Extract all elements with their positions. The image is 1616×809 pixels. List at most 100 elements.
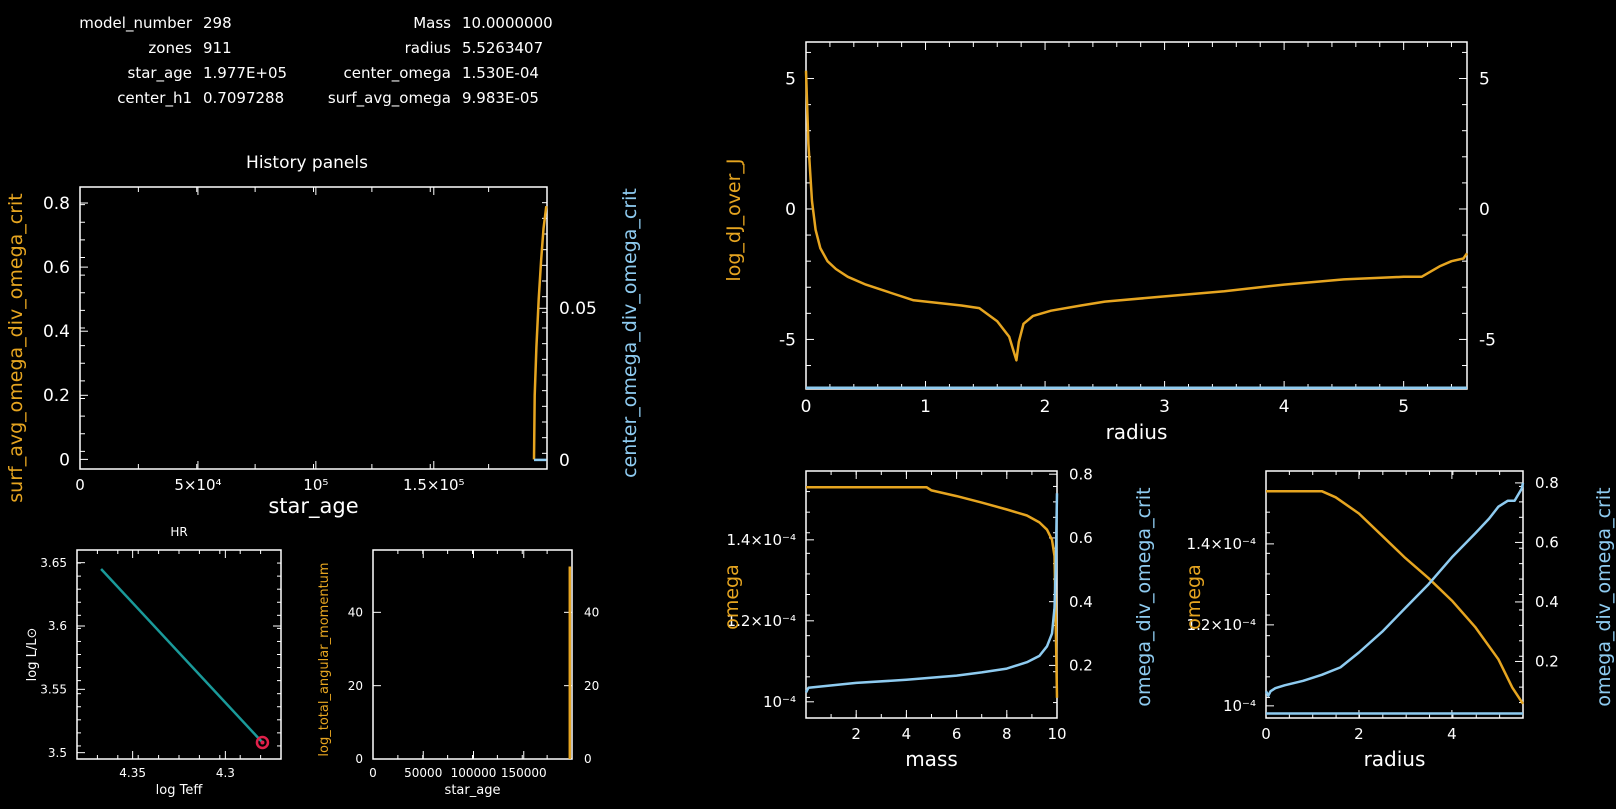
djj-xlabel: radius [1106,420,1168,444]
omega-mass-ylabel-right: omega_div_omega_crit [1133,487,1155,706]
y-tick-label-right: 0.6 [1069,529,1093,547]
y-tick-label: 0.8 [43,194,70,214]
y-tick-label: 0 [355,752,363,766]
y-tick-label: 3.5 [48,746,67,760]
plots-layer: 0 5×10⁴ 10⁵ 1.5×10⁵ 0 0.2 0.4 0.6 0.8 0 0.05 star_a… [5,41,1615,798]
y-tick-label: 0.6 [43,258,70,278]
x-tick-label: 4 [902,725,912,743]
omega-mass-series-blue [804,493,1059,694]
x-tick-label: 50000 [404,766,442,780]
y-tick-label: 1.2×10⁻⁴ [1187,616,1256,634]
y-tick-label-right: 0 [584,752,592,766]
y-tick-label: 10⁻⁴ [1223,697,1256,715]
djj-series-orange [804,70,1469,362]
x-tick-label: 8 [1002,725,1012,743]
y-tick-label: 0 [785,200,796,220]
info-label: surf_avg_omega [328,89,451,108]
history-ylabel-left: surf_avg_omega_div_omega_crit [5,193,27,503]
y-tick-label-right: -5 [1479,330,1496,350]
y-tick-label-right: 0.8 [1069,465,1093,483]
x-tick-label: 10⁵ [303,476,328,494]
info-label: model_number [79,14,193,33]
y-tick-label: 0 [59,450,70,470]
history-panels-title: History panels [246,153,368,173]
info-value: 298 [203,14,232,32]
y-tick-label: 5 [785,69,796,89]
y-tick-label: 3.65 [40,556,67,570]
x-tick-label: 10 [1047,725,1066,743]
y-tick-label: 10⁻⁴ [763,693,796,711]
info-value: 5.5263407 [462,39,543,57]
y-tick-label-right: 0 [1479,200,1490,220]
y-tick-label-right: 0.4 [1069,593,1093,611]
info-label: Mass [413,14,451,32]
x-tick-label: 6 [952,725,962,743]
hr-track [100,568,264,744]
djj-frame [805,41,1468,390]
y-tick-label: -5 [779,330,796,350]
omega-radius-series-orange [1266,489,1525,705]
y-tick-label-right: 0.6 [1535,534,1559,552]
info-value: 1.977E+05 [203,64,287,82]
x-tick-label: 0 [75,476,85,494]
info-header: model_number 298 zones 911 star_age 1.97… [79,14,552,108]
y-tick-label-right: 20 [584,679,599,693]
info-label: center_omega [344,64,452,83]
angmom-xlabel: star_age [445,783,501,798]
info-value: 10.0000000 [462,14,553,32]
info-label: center_h1 [117,89,192,108]
y-tick-label-right: 0.8 [1535,474,1559,492]
angmom-ylabel: log_total_angular_momentum [317,562,332,756]
y-tick-label-right: 5 [1479,69,1490,89]
y-tick-label: 0.4 [43,322,70,342]
omega-radius-ylabel-right: omega_div_omega_crit [1593,487,1615,706]
hr-current-marker-dot [260,740,265,745]
y-tick-label: 3.55 [40,683,67,697]
y-tick-label: 1.4×10⁻⁴ [1187,535,1256,553]
hr-current-marker [255,735,270,750]
x-tick-label: 5×10⁴ [174,476,221,494]
history-ylabel-right: center_omega_div_omega_crit [619,188,641,478]
y-tick-label-right: 0.05 [559,299,597,319]
info-value: 9.983E-05 [462,89,539,107]
y-tick-label: 20 [348,679,363,693]
history-xlabel: star_age [268,494,358,519]
angmom-frame [372,549,573,760]
y-tick-label-right: 0.2 [1069,657,1093,675]
x-tick-label: 2 [1040,397,1051,417]
omega-radius-ylabel-left: omega [1183,564,1205,630]
info-value: 911 [203,39,232,57]
x-tick-label: 2 [1354,725,1364,743]
x-tick-label: 4 [1447,725,1457,743]
omega-mass-ylabel-left: omega [721,564,743,630]
x-tick-label: 0 [1261,725,1271,743]
y-tick-label: 0.2 [43,386,70,406]
info-label: star_age [128,64,193,83]
y-tick-label: 40 [348,606,363,620]
x-tick-label: 4.35 [119,766,146,780]
info-label: zones [148,39,192,57]
x-tick-label: 2 [851,725,861,743]
x-tick-label: 1.5×10⁵ [403,476,465,494]
y-tick-label: 1.2×10⁻⁴ [727,612,796,630]
djj-ylabel: log_dJ_over_J [723,158,745,281]
y-tick-label: 1.4×10⁻⁴ [727,531,796,549]
history-frame [79,186,548,470]
info-value: 1.530E-04 [462,64,539,82]
x-tick-label: 150000 [501,766,547,780]
y-tick-label-right: 0.4 [1535,593,1559,611]
omega-radius-series-blue [1264,482,1525,697]
y-tick-label-right: 0 [559,451,570,471]
y-tick-label-right: 0.2 [1535,653,1559,671]
x-tick-label: 0 [369,766,377,780]
x-tick-label: 3 [1159,397,1170,417]
omega-mass-frame [805,470,1058,719]
x-tick-label: 5 [1398,397,1409,417]
omega-radius-xlabel: radius [1364,747,1426,771]
x-tick-label: 100000 [451,766,497,780]
history-series-orange [532,206,548,460]
hr-xlabel: log Teff [156,783,204,798]
y-tick-label-right: 40 [584,606,599,620]
x-tick-label: 4.3 [216,766,235,780]
